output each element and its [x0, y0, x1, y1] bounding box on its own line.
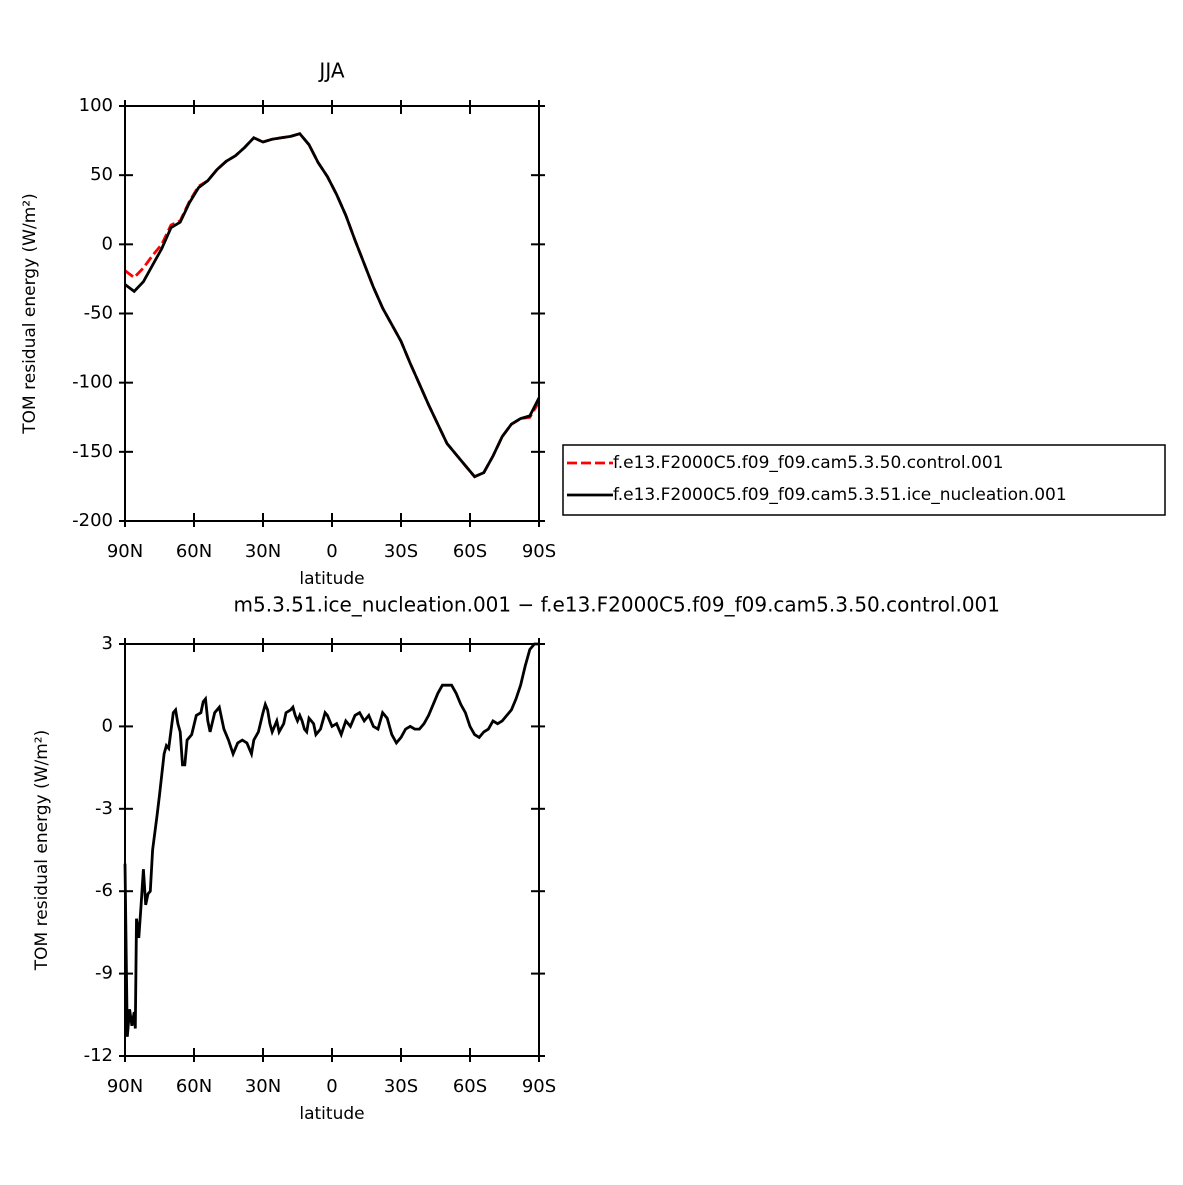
chart-title: m5.3.51.ice_nucleation.001 − f.e13.F2000… — [234, 593, 1001, 617]
legend-box — [562, 444, 1166, 516]
y-tick-label: -6 — [95, 880, 113, 901]
x-tick-label: 0 — [326, 541, 337, 562]
y-tick-label: -3 — [95, 798, 113, 819]
plot-frame — [124, 105, 540, 522]
data-line — [124, 132, 541, 479]
x-tick-label: 90S — [522, 541, 556, 562]
y-tick-label: -100 — [72, 372, 113, 393]
legend-label: f.e13.F2000C5.f09_f09.cam5.3.50.control.… — [613, 453, 1004, 473]
legend-label: f.e13.F2000C5.f09_f09.cam5.3.51.ice_nucl… — [613, 485, 1067, 505]
y-axis-label: TOM residual energy (W/m²) — [32, 730, 52, 971]
y-tick-label: -9 — [95, 963, 113, 984]
y-tick-label: 100 — [79, 95, 113, 116]
x-tick-label: 30S — [384, 541, 418, 562]
y-tick-label: -12 — [84, 1045, 113, 1066]
y-tick-label: -50 — [84, 303, 113, 324]
y-tick-label: 50 — [90, 164, 113, 185]
x-tick-label: 30S — [384, 1076, 418, 1097]
x-tick-label: 60S — [453, 541, 487, 562]
x-axis-label: latitude — [299, 569, 364, 589]
y-axis-label: TOM residual energy (W/m²) — [20, 193, 40, 434]
x-tick-label: 60N — [176, 1076, 212, 1097]
x-tick-label: 30N — [245, 1076, 281, 1097]
x-tick-label: 90N — [107, 1076, 143, 1097]
y-tick-label: -150 — [72, 441, 113, 462]
data-line — [123, 642, 539, 1037]
x-tick-label: 30N — [245, 541, 281, 562]
x-tick-label: 90S — [522, 1076, 556, 1097]
x-tick-label: 0 — [326, 1076, 337, 1097]
y-tick-label: 0 — [102, 715, 113, 736]
plot-frame — [124, 643, 540, 1057]
y-tick-label: -200 — [72, 510, 113, 531]
x-tick-label: 60N — [176, 541, 212, 562]
x-tick-label: 90N — [107, 541, 143, 562]
y-tick-label: 0 — [102, 233, 113, 254]
x-tick-label: 60S — [453, 1076, 487, 1097]
x-axis-label: latitude — [299, 1104, 364, 1124]
y-tick-label: 3 — [102, 633, 113, 654]
chart-title: JJA — [317, 59, 344, 83]
